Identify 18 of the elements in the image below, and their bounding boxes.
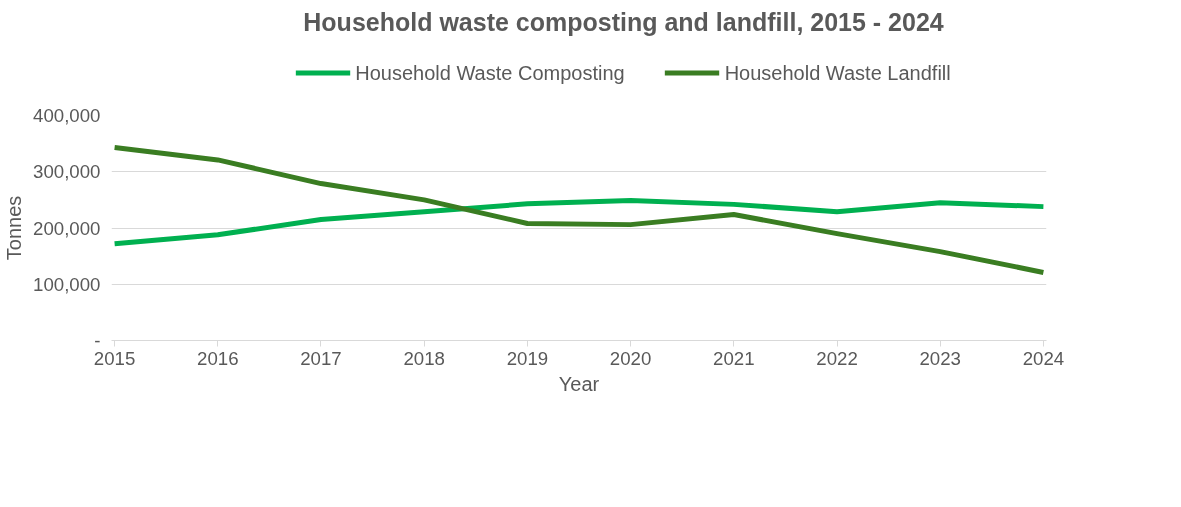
x-tick-label: 2024	[1022, 347, 1065, 369]
x-tick-label: 2016	[197, 347, 239, 369]
y-tick-label: 300,000	[33, 161, 101, 183]
x-tick-label: 2021	[713, 347, 755, 369]
chart-title: Household waste composting and landfill, 2015 - 2024	[303, 7, 944, 36]
x-axis-title: Year	[558, 372, 600, 395]
x-tick-label: 2017	[300, 347, 342, 369]
y-tick-label: 100,000	[33, 273, 101, 295]
x-tick-label: 2022	[816, 347, 858, 369]
y-tick-label: 200,000	[33, 217, 101, 239]
y-axis-title: Tonnes	[3, 195, 26, 261]
y-tick-label: 400,000	[33, 105, 101, 126]
x-tick-label: 2023	[919, 347, 961, 369]
x-tick-label: 2018	[403, 347, 445, 369]
legend-label: Household Waste Composting	[355, 61, 625, 84]
x-tick-label: 2020	[609, 347, 652, 369]
x-tick-label: 2019	[506, 347, 549, 369]
legend-label: Household Waste Landfill	[724, 61, 951, 84]
